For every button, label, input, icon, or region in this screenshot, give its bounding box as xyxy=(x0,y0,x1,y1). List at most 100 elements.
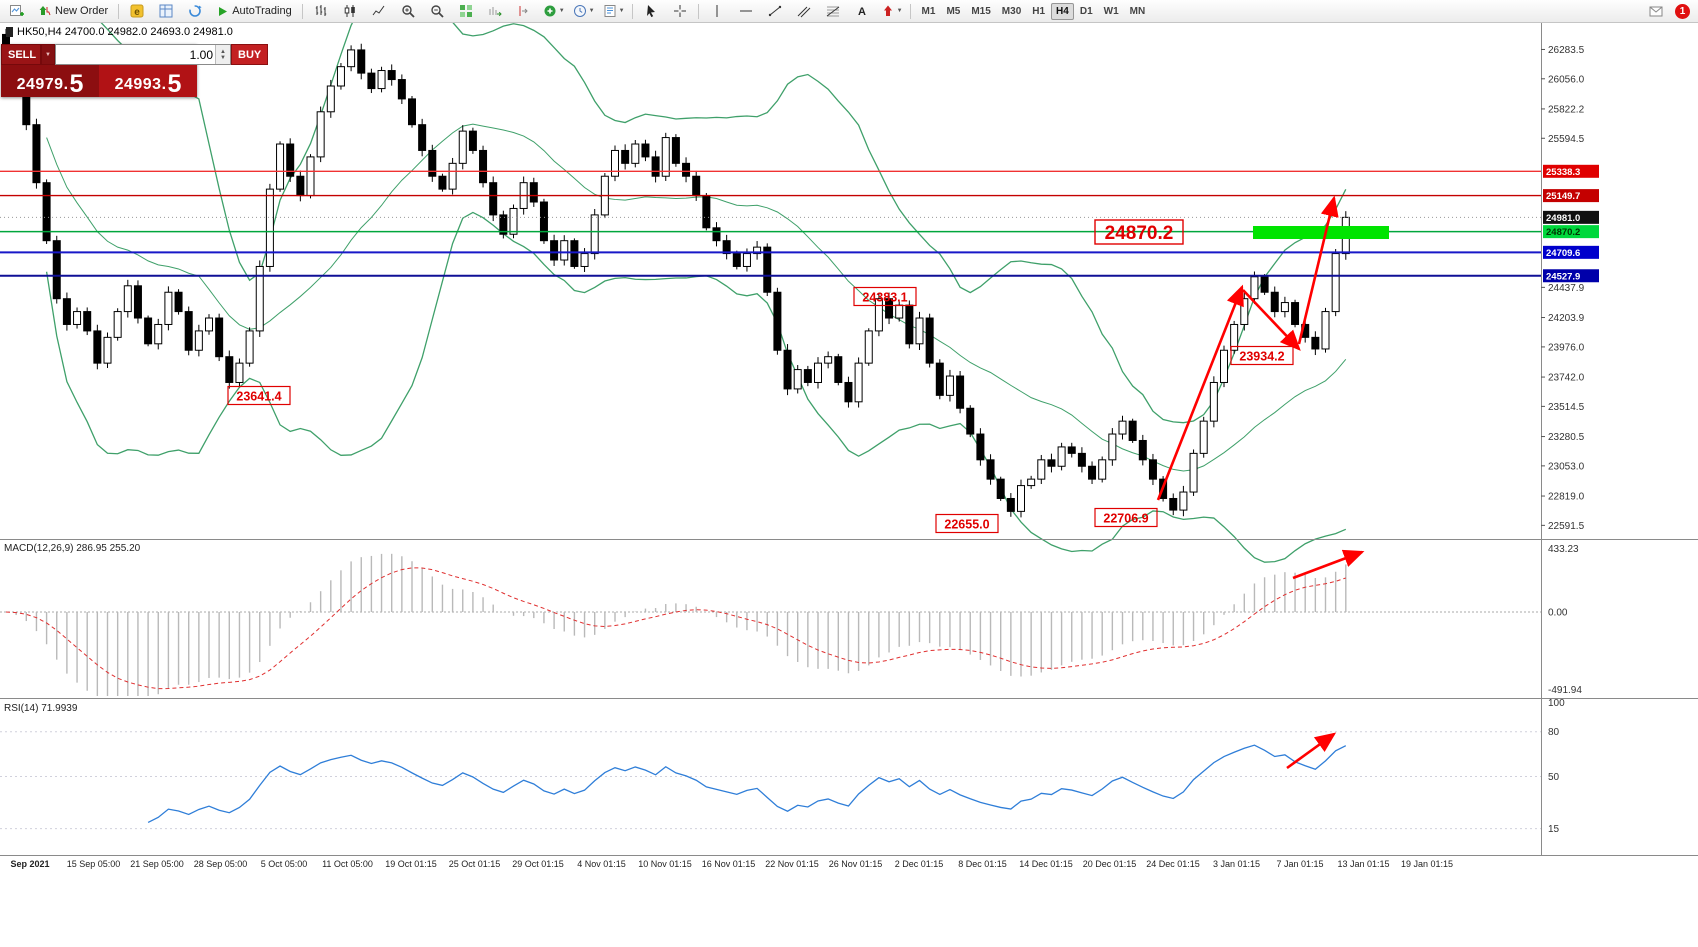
trend-arrow[interactable] xyxy=(1292,549,1365,580)
tile-windows-icon[interactable] xyxy=(452,0,480,22)
metaeditor-icon[interactable]: e xyxy=(123,0,151,22)
timeframe-h1[interactable]: H1 xyxy=(1032,5,1046,17)
svg-text:7 Jan 01:15: 7 Jan 01:15 xyxy=(1276,859,1323,869)
svg-text:15: 15 xyxy=(1548,824,1560,835)
equidistant-channel-icon[interactable] xyxy=(790,0,818,22)
bar-chart-icon[interactable] xyxy=(307,0,335,22)
timeframe-m15[interactable]: M15 xyxy=(971,5,991,17)
highlight-zone[interactable] xyxy=(1253,226,1389,239)
svg-text:15 Sep 05:00: 15 Sep 05:00 xyxy=(67,859,121,869)
chart-shift-icon[interactable] xyxy=(510,0,538,22)
fibonacci-icon[interactable] xyxy=(819,0,847,22)
big-annotation-box[interactable] xyxy=(1094,219,1184,245)
annotation-box[interactable] xyxy=(1230,345,1294,366)
trend-arrow[interactable] xyxy=(1242,289,1301,351)
crosshair-icon[interactable] xyxy=(666,0,694,22)
zoom-out-icon[interactable] xyxy=(423,0,451,22)
svg-text:3 Jan 01:15: 3 Jan 01:15 xyxy=(1213,859,1260,869)
cursor-icon[interactable] xyxy=(637,0,665,22)
timeframe-d1[interactable]: D1 xyxy=(1079,5,1093,17)
trend-arrow[interactable] xyxy=(1297,195,1339,345)
autotrading-label: AutoTrading xyxy=(232,5,292,17)
periods-button[interactable]: ▼ xyxy=(569,0,598,22)
new-chart-icon[interactable] xyxy=(3,0,31,22)
notification-badge[interactable]: 1 xyxy=(1675,3,1690,19)
svg-text:22706.9: 22706.9 xyxy=(1103,512,1148,526)
trend-arrow[interactable] xyxy=(1286,732,1337,770)
timeframe-mn[interactable]: MN xyxy=(1129,5,1146,17)
buy-button[interactable]: BUY xyxy=(231,44,269,65)
time-axis: Sep 2021 15 Sep 05:00 21 Sep 05:00 28 Sep 0… xyxy=(10,859,1453,869)
arrows-tool-icon[interactable]: ▼ xyxy=(877,0,906,22)
svg-text:25822.2: 25822.2 xyxy=(1548,104,1585,115)
svg-text:24870.2: 24870.2 xyxy=(1546,227,1580,238)
svg-text:A: A xyxy=(858,6,866,18)
axis-price-label xyxy=(1543,189,1599,203)
svg-text:14 Dec 01:15: 14 Dec 01:15 xyxy=(1019,859,1073,869)
indicators-button[interactable]: ▼ xyxy=(539,0,568,22)
svg-text:22591.5: 22591.5 xyxy=(1548,521,1585,532)
svg-text:22819.0: 22819.0 xyxy=(1548,492,1585,503)
trendline-icon[interactable] xyxy=(761,0,789,22)
new-order-label: New Order xyxy=(55,5,109,17)
one-click-trading-panel: SELL ▼ ▲▼ BUY 24979.5 24993.5 xyxy=(1,44,269,97)
new-order-button[interactable]: New Order xyxy=(32,1,114,21)
macd-histogram xyxy=(15,553,1347,696)
sell-price[interactable]: 24979. 5 xyxy=(1,65,99,97)
order-type-dropdown[interactable]: ▼ xyxy=(41,44,55,65)
svg-text:Sep 2021: Sep 2021 xyxy=(10,859,49,869)
text-tool-icon[interactable]: A xyxy=(848,0,876,22)
chevron-down-icon: ▼ xyxy=(45,51,51,58)
line-chart-icon[interactable] xyxy=(365,0,393,22)
axis-price-label xyxy=(1543,245,1599,259)
svg-text:24383.1: 24383.1 xyxy=(862,291,907,305)
svg-text:26056.0: 26056.0 xyxy=(1548,74,1585,85)
annotation-box[interactable] xyxy=(227,385,291,406)
chart-ohlc-header: HK50,H4 24700.0 24982.0 24693.0 24981.0 xyxy=(6,26,233,38)
svg-text:24 Dec 01:15: 24 Dec 01:15 xyxy=(1146,859,1200,869)
svg-text:23976.0: 23976.0 xyxy=(1548,342,1585,353)
timeframe-w1[interactable]: W1 xyxy=(1103,5,1119,17)
svg-text:19 Jan 01:15: 19 Jan 01:15 xyxy=(1401,859,1453,869)
svg-text:24437.9: 24437.9 xyxy=(1548,283,1585,294)
timeframe-h4[interactable]: H4 xyxy=(1051,2,1074,20)
templates-button[interactable]: ▼ xyxy=(599,0,628,22)
timeframe-buttons: M1 M5 M15 M30 H1 H4 D1 W1 MN xyxy=(917,2,1151,20)
svg-text:4 Nov 01:15: 4 Nov 01:15 xyxy=(577,859,626,869)
vertical-line-icon[interactable] xyxy=(703,0,731,22)
svg-text:50: 50 xyxy=(1548,772,1560,783)
annotation-box[interactable] xyxy=(853,286,917,307)
volume-input[interactable] xyxy=(56,45,215,64)
auto-scroll-icon[interactable] xyxy=(481,0,509,22)
rsi-line xyxy=(147,744,1347,824)
svg-text:24527.9: 24527.9 xyxy=(1546,271,1580,282)
symbol-icon xyxy=(6,27,13,37)
market-watch-icon[interactable] xyxy=(152,0,180,22)
autotrading-button[interactable]: AutoTrading xyxy=(210,1,298,21)
refresh-icon[interactable] xyxy=(181,0,209,22)
buy-price[interactable]: 24993. 5 xyxy=(99,65,197,97)
annotation-box[interactable] xyxy=(935,513,999,534)
svg-text:0.00: 0.00 xyxy=(1548,608,1568,619)
timeframe-m30[interactable]: M30 xyxy=(1001,5,1022,17)
timeframe-m1[interactable]: M1 xyxy=(921,5,936,17)
axis-price-label xyxy=(1543,225,1599,239)
svg-text:25149.7: 25149.7 xyxy=(1546,191,1580,202)
candlestick-chart-icon[interactable] xyxy=(336,0,364,22)
svg-text:29 Oct 01:15: 29 Oct 01:15 xyxy=(512,859,564,869)
horizontal-line-icon[interactable] xyxy=(732,0,760,22)
annotation-box[interactable] xyxy=(1094,507,1158,528)
svg-text:23934.2: 23934.2 xyxy=(1239,350,1284,364)
timeframe-m5[interactable]: M5 xyxy=(946,5,961,17)
volume-stepper[interactable]: ▲ ▼ xyxy=(215,45,230,64)
sell-price-frac: 5 xyxy=(69,70,84,98)
svg-text:11 Oct 05:00: 11 Oct 05:00 xyxy=(322,859,373,869)
svg-text:24709.6: 24709.6 xyxy=(1546,248,1580,259)
mail-icon[interactable] xyxy=(1642,0,1670,22)
zoom-in-icon[interactable] xyxy=(394,0,422,22)
svg-text:22655.0: 22655.0 xyxy=(944,518,989,532)
sell-button[interactable]: SELL xyxy=(1,44,41,65)
svg-text:22 Nov 01:15: 22 Nov 01:15 xyxy=(765,859,819,869)
trend-arrow[interactable] xyxy=(1156,284,1244,501)
